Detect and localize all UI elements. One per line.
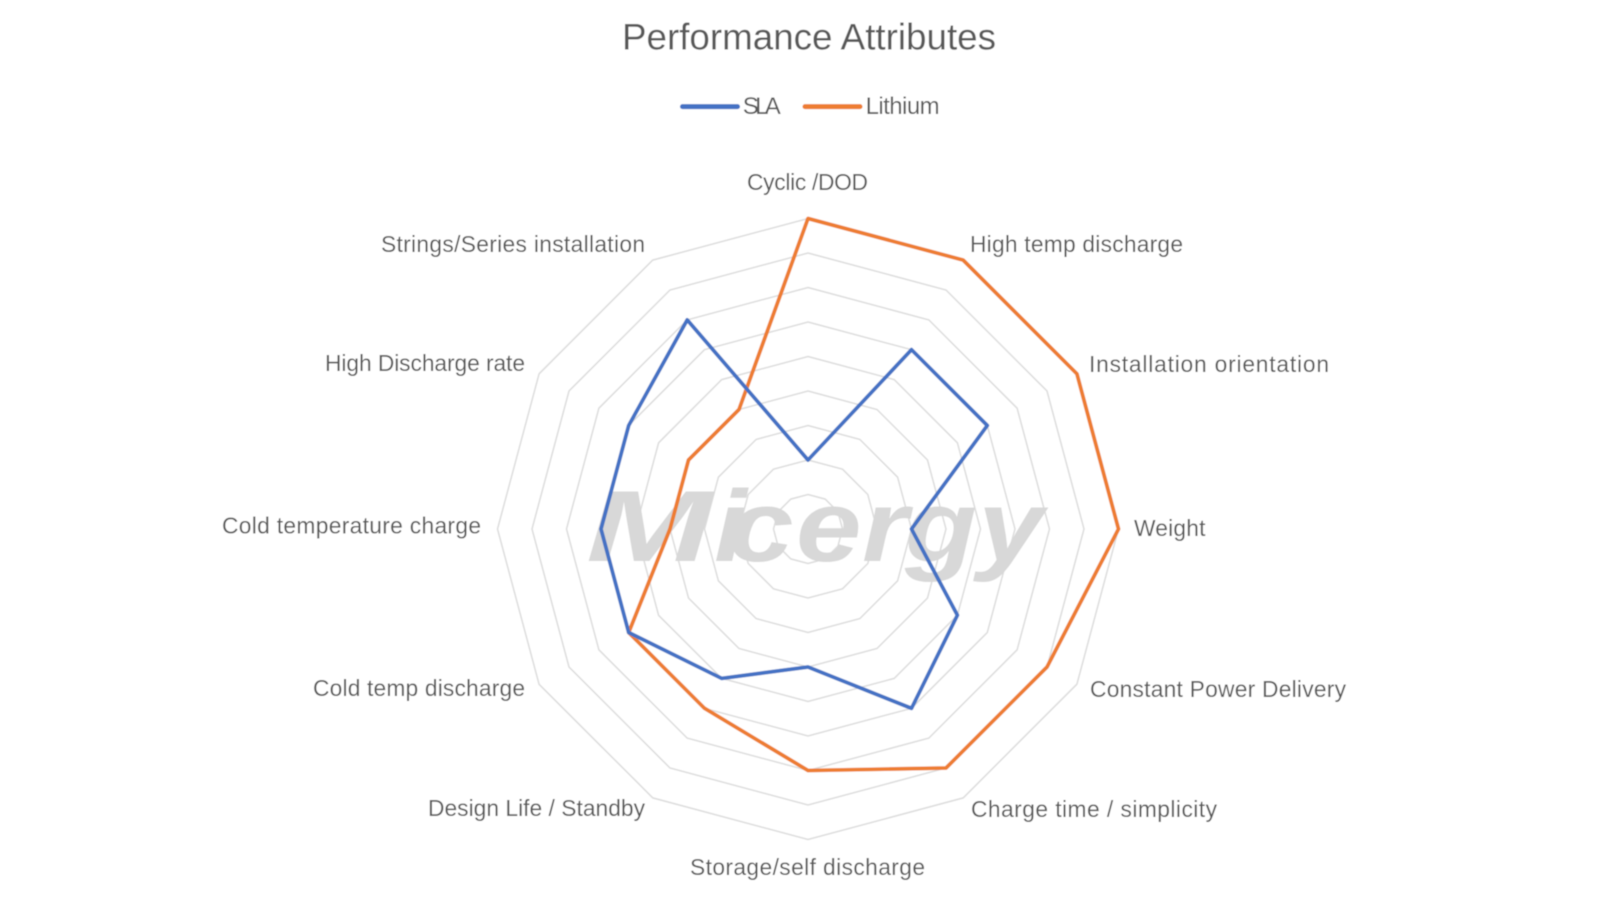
svg-text:Design Life / Standby: Design Life / Standby xyxy=(428,795,646,821)
svg-text:Cold temp discharge: Cold temp discharge xyxy=(313,675,525,701)
svg-text:High Discharge rate: High Discharge rate xyxy=(325,350,525,376)
svg-text:High temp discharge: High temp discharge xyxy=(970,231,1183,257)
svg-text:Cyclic /DOD: Cyclic /DOD xyxy=(747,169,868,195)
svg-text:Performance Attributes: Performance Attributes xyxy=(622,16,996,58)
svg-text:Strings/Series installation: Strings/Series installation xyxy=(381,231,645,257)
svg-text:Weight: Weight xyxy=(1134,515,1206,541)
svg-text:Lithium: Lithium xyxy=(866,93,940,120)
svg-text:SLA: SLA xyxy=(743,93,781,120)
svg-text:Constant Power Delivery: Constant Power Delivery xyxy=(1090,676,1347,702)
svg-text:icergy: icergy xyxy=(714,471,1049,583)
svg-text:Cold temperature charge: Cold temperature charge xyxy=(222,513,481,539)
svg-text:Installation orientation: Installation orientation xyxy=(1089,351,1329,377)
svg-text:M: M xyxy=(586,470,715,583)
svg-text:Storage/self discharge: Storage/self discharge xyxy=(690,854,925,880)
svg-text:Charge time / simplicity: Charge time / simplicity xyxy=(971,796,1218,822)
